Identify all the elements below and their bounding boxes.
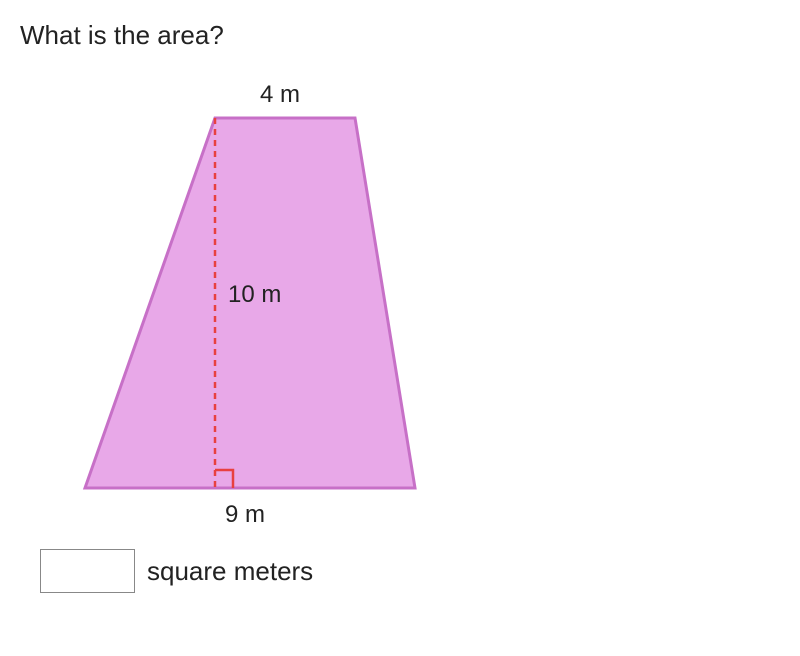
answer-input[interactable] [40,549,135,593]
question-text: What is the area? [20,20,780,51]
bottom-dimension-label: 9 m [225,501,265,529]
unit-label: square meters [147,556,313,587]
height-dimension-label: 10 m [228,281,281,309]
answer-row: square meters [40,549,780,593]
top-dimension-label: 4 m [260,81,300,109]
trapezoid-diagram: 4 m 10 m 9 m [70,81,450,521]
